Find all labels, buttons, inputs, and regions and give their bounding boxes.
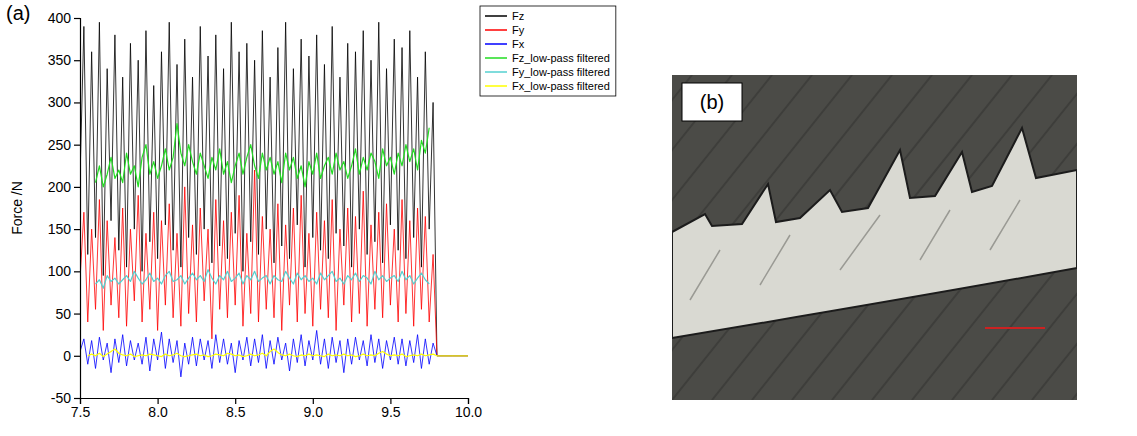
x-tick: 10.0: [455, 398, 482, 420]
y-tick-mark: [74, 187, 80, 188]
series-line: [80, 22, 468, 356]
legend-label: Fx_low-pass filtered: [512, 80, 610, 92]
legend-label: Fz_low-pass filtered: [512, 52, 610, 64]
y-tick: 300: [48, 94, 80, 110]
series-line: [96, 270, 430, 289]
x-axis: 7.5 8.0 8.5 9.0 9.5 10.0: [71, 398, 483, 420]
x-tick: 9.5: [381, 398, 401, 420]
y-tick: 100: [48, 263, 80, 279]
chip-texture: [690, 200, 1020, 300]
y-tick-label: 250: [48, 137, 72, 153]
y-tick-mark: [74, 313, 80, 314]
x-tick-label: 9.5: [381, 404, 401, 420]
x-tick: 7.5: [71, 398, 91, 420]
legend-swatch: [485, 43, 507, 45]
series-line: [80, 330, 468, 376]
y-tick-mark: [74, 102, 80, 103]
x-tick: 9.0: [304, 398, 324, 420]
y-tick: 150: [48, 221, 80, 237]
y-tick: 50: [55, 306, 80, 322]
legend-swatch: [485, 57, 507, 59]
y-tick-mark: [74, 356, 80, 357]
y-tick: 200: [48, 179, 80, 195]
series-line: [88, 349, 468, 357]
x-tick: 8.0: [148, 398, 168, 420]
panel-label: (b): [700, 91, 724, 113]
y-tick-mark: [74, 229, 80, 230]
y-tick-label: 300: [48, 94, 72, 110]
x-tick-label: 8.5: [226, 404, 246, 420]
series-line: [80, 170, 468, 356]
y-tick-label: 150: [48, 221, 72, 237]
chip-shape: [672, 128, 1077, 338]
scale-bar: [985, 327, 1045, 329]
y-tick: 250: [48, 137, 80, 153]
y-tick: 0: [63, 348, 80, 364]
y-tick-label: -50: [51, 390, 71, 406]
y-tick-label: 50: [55, 306, 71, 322]
y-tick-label: 350: [48, 52, 72, 68]
x-tick-label: 7.5: [71, 404, 91, 420]
y-axis-title: Force /N: [9, 181, 25, 235]
y-tick-mark: [74, 398, 80, 399]
y-axis: -50 0 50 100 150 200 250 300 350 400: [48, 10, 81, 406]
y-axis-line: [74, 19, 81, 399]
legend-label: Fy: [512, 24, 525, 36]
panel-label: (a): [6, 2, 30, 24]
x-axis-line: [81, 399, 469, 405]
y-tick-mark: [74, 271, 80, 272]
y-tick: -50: [51, 390, 80, 406]
legend-box: [480, 6, 616, 96]
legend: Fz Fy Fx Fz_low-pass filtered Fy_low-pass fi…: [480, 6, 616, 96]
series-line: [96, 124, 430, 187]
x-tick-label: 8.0: [148, 404, 168, 420]
panel-label-box: [682, 83, 742, 121]
legend-label: Fy_low-pass filtered: [512, 66, 610, 78]
legend-swatch: [485, 15, 507, 17]
y-tick-label: 0: [63, 348, 71, 364]
legend-swatch: [485, 85, 507, 87]
y-tick-label: 200: [48, 179, 72, 195]
x-tick-label: 9.0: [304, 404, 324, 420]
x-tick-label: 10.0: [455, 404, 482, 420]
y-tick-label: 400: [48, 10, 72, 26]
y-tick: 400: [48, 10, 80, 26]
figure: 7.5 8.0 8.5 9.0 9.5 10.0 -50 0 50 100 150 200 250 300…: [0, 0, 1137, 436]
y-tick-label: 100: [48, 263, 72, 279]
y-tick-mark: [74, 18, 80, 19]
legend-label: Fx: [512, 38, 525, 50]
legend-swatch: [485, 71, 507, 73]
legend-swatch: [485, 29, 507, 31]
series-lines: [80, 22, 468, 377]
y-tick: 350: [48, 52, 80, 68]
y-tick-mark: [74, 145, 80, 146]
micrograph-panel: (b): [432, 75, 1137, 400]
legend-label: Fz: [512, 10, 524, 22]
y-tick-mark: [74, 60, 80, 61]
x-tick: 8.5: [226, 398, 246, 420]
